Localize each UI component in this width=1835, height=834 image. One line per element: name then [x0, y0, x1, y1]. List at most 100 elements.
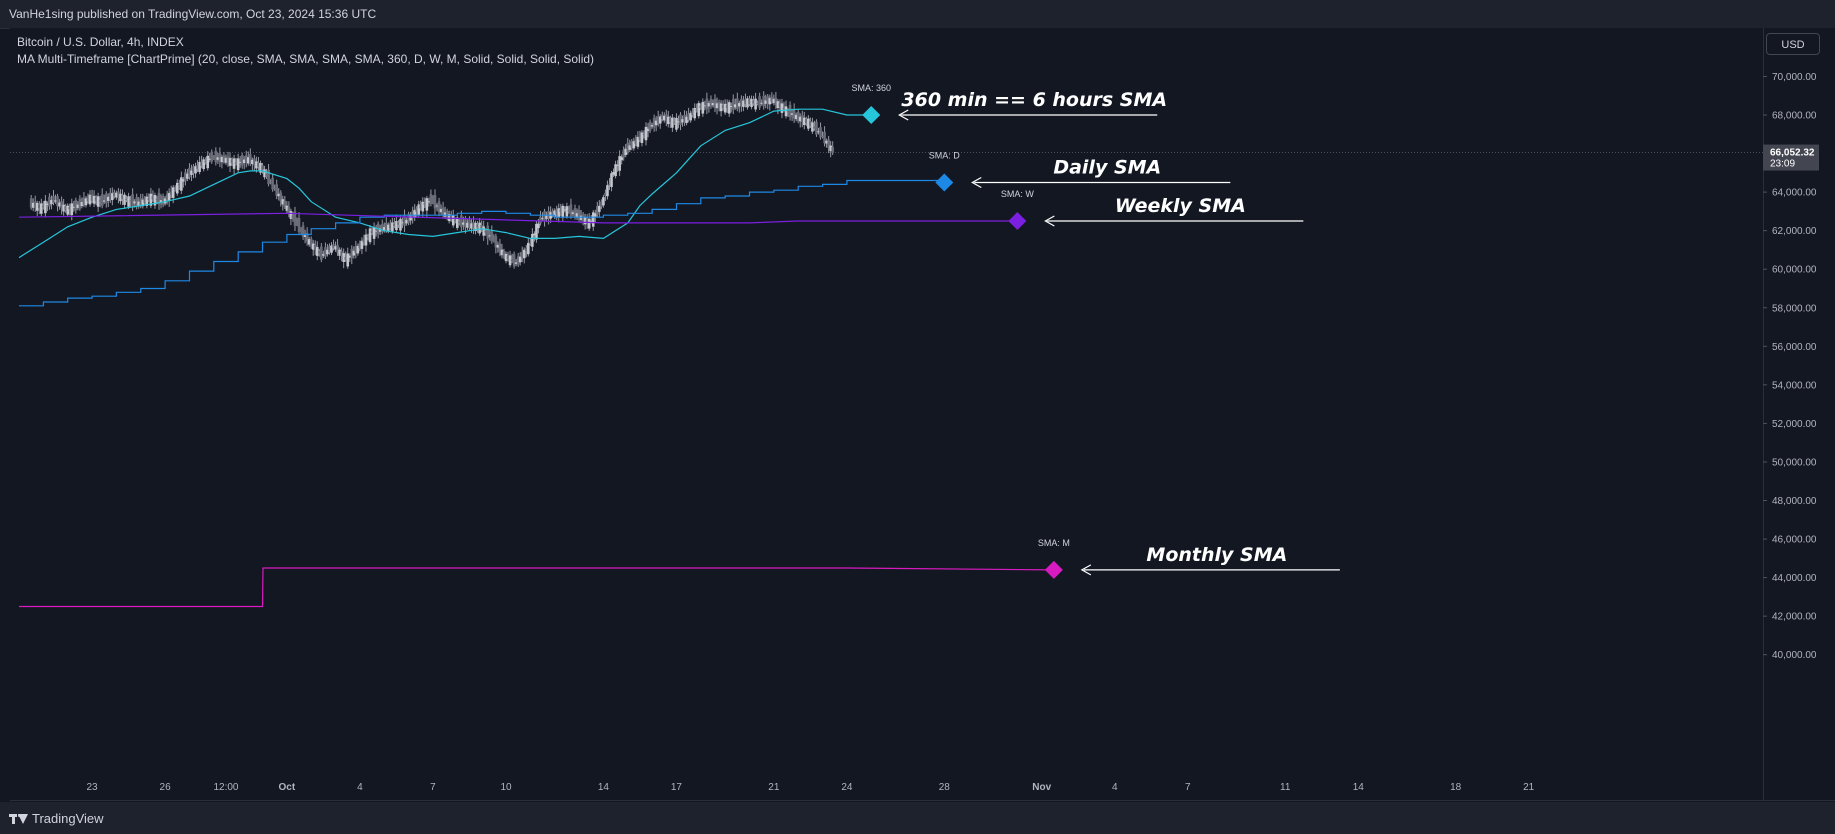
candle-body — [60, 201, 63, 209]
candle-body — [827, 139, 830, 148]
tradingview-logo-icon — [9, 813, 28, 825]
price-tick-label: 54,000.00 — [1772, 380, 1817, 391]
candle-body — [472, 222, 475, 228]
candle-body — [123, 194, 126, 205]
candle-body — [135, 197, 138, 207]
candle-body — [78, 198, 82, 209]
candle-body — [86, 196, 90, 202]
candle-body — [29, 198, 33, 208]
price-tick-label: 42,000.00 — [1772, 612, 1817, 623]
candle-body — [391, 222, 394, 232]
candle-body — [115, 192, 118, 198]
candle-body — [251, 159, 254, 165]
candle-body — [133, 201, 136, 204]
sma-monthly-marker — [1044, 560, 1063, 579]
candle-body — [800, 115, 804, 122]
candle-body — [656, 116, 660, 124]
candle-body — [255, 161, 258, 169]
candle-body — [66, 205, 69, 215]
candle-body — [346, 253, 350, 267]
time-tick-label: 23 — [86, 782, 98, 793]
candle-body — [190, 170, 193, 175]
candle-body — [163, 198, 167, 204]
candle-body — [417, 204, 421, 215]
candle-body — [169, 191, 173, 195]
candle-body — [393, 223, 396, 226]
tradingview-logo[interactable]: TradingView — [9, 811, 104, 826]
candle-body — [695, 109, 699, 111]
candle-body — [669, 118, 672, 122]
candle-body — [518, 256, 522, 263]
candle-body — [778, 102, 782, 108]
sma-weekly-label: SMA: W — [1001, 189, 1035, 199]
candle-body — [238, 161, 242, 163]
sma-monthly-label: SMA: M — [1038, 538, 1070, 548]
candle-body — [697, 103, 701, 117]
candle-body — [421, 201, 425, 212]
candle-body — [224, 157, 228, 163]
candle-body — [754, 98, 757, 110]
candle-body — [265, 173, 268, 177]
candle-body — [277, 193, 281, 197]
candle-body — [458, 221, 461, 223]
candle-body — [494, 236, 498, 248]
price-tick-label: 60,000.00 — [1772, 265, 1817, 276]
candle-body — [44, 200, 47, 214]
last-price-box — [1763, 144, 1819, 171]
candle-body — [200, 161, 203, 166]
candle-body — [679, 114, 682, 125]
candle-body — [742, 100, 745, 107]
chart-area[interactable] — [10, 28, 1763, 800]
candle-body — [630, 141, 634, 148]
candle-body — [512, 253, 516, 267]
candle-body — [632, 141, 636, 149]
symbol-title[interactable]: Bitcoin / U.S. Dollar, 4h, INDEX — [17, 35, 184, 49]
candle-body — [68, 207, 72, 210]
candle-body — [184, 172, 187, 182]
candle-body — [484, 230, 488, 233]
time-tick-label: 28 — [939, 782, 951, 793]
candle-body — [354, 246, 358, 254]
candle-body — [401, 222, 404, 224]
indicator-title[interactable]: MA Multi-Timeframe [ChartPrime] (20, clo… — [17, 52, 595, 66]
candle-body — [405, 219, 408, 224]
candle-body — [352, 250, 356, 256]
candle-body — [165, 194, 169, 201]
candle-body — [37, 204, 41, 208]
candle-body — [691, 111, 694, 116]
candle-body — [214, 150, 218, 163]
candle-body — [654, 120, 658, 126]
candle-body — [212, 157, 216, 159]
candle-body — [782, 107, 786, 110]
candle-body — [58, 202, 61, 207]
candle-body — [389, 223, 392, 229]
candle-body — [90, 194, 94, 201]
candle-body — [399, 218, 402, 231]
candle-body — [236, 158, 240, 171]
candle-body — [273, 188, 276, 190]
candle-body — [267, 169, 270, 185]
currency-button[interactable]: USD — [1766, 33, 1820, 55]
price-tick-label: 50,000.00 — [1772, 457, 1817, 468]
candle-body — [579, 215, 583, 220]
candle-body — [433, 195, 437, 209]
candle-body — [40, 203, 43, 214]
candle-body — [283, 200, 287, 207]
candle-body — [147, 198, 151, 200]
candle-body — [677, 121, 680, 123]
candle-body — [504, 253, 508, 261]
candle-body — [488, 235, 492, 237]
candle-body — [271, 177, 274, 190]
candle-body — [527, 242, 530, 255]
candle-body — [76, 204, 80, 208]
candle-body — [92, 196, 96, 204]
candle-body — [555, 209, 559, 215]
candle-body — [614, 164, 617, 177]
candle-body — [583, 217, 587, 225]
candle-body — [384, 222, 388, 231]
candle-body — [612, 171, 615, 175]
candle-body — [46, 203, 49, 205]
candle-body — [587, 218, 591, 229]
candle-body — [441, 207, 445, 216]
